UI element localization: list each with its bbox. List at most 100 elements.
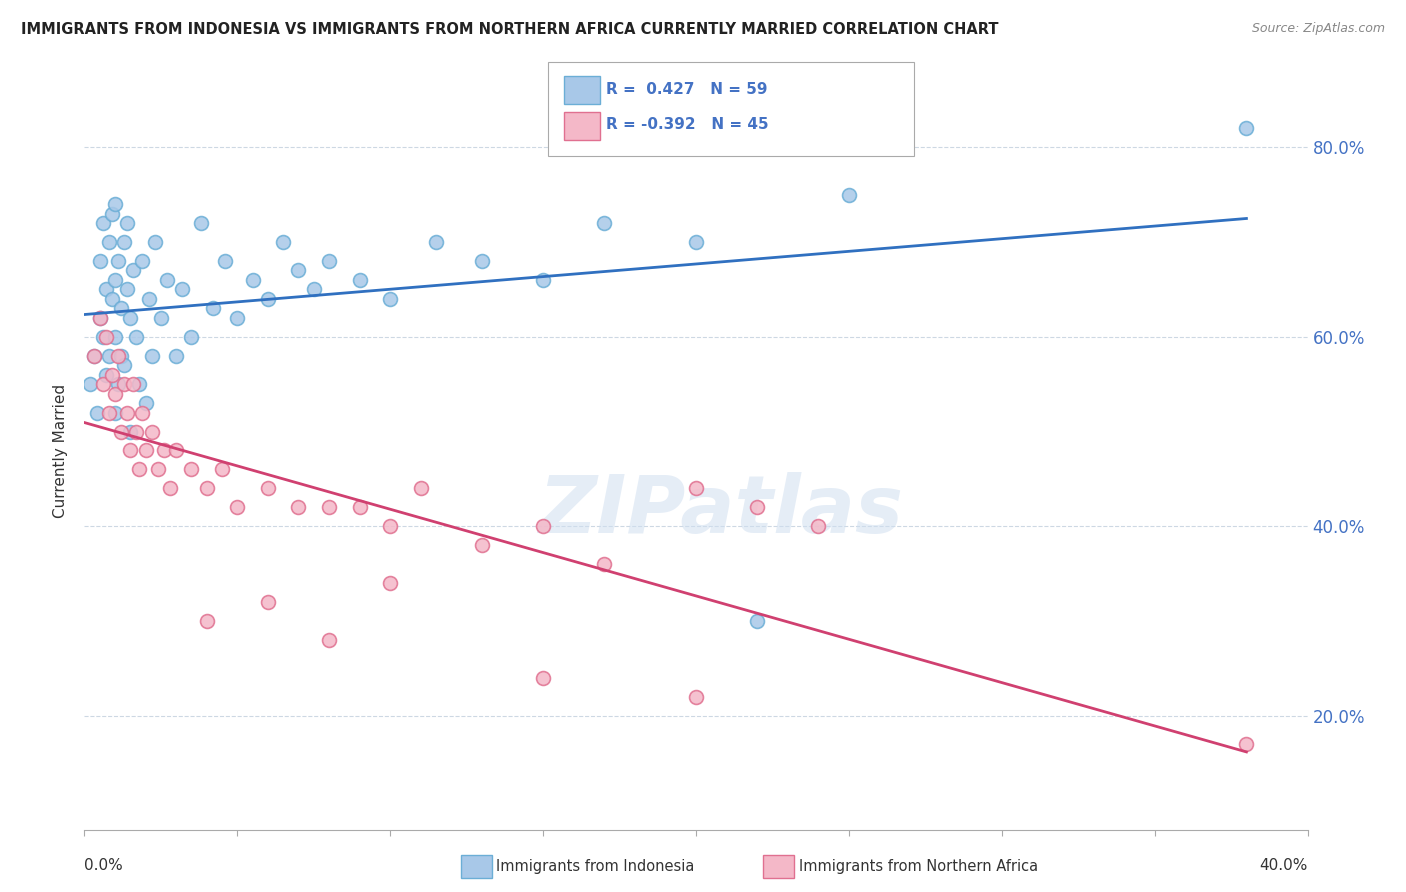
Point [128,377,150,392]
Point [110,425,132,439]
Point [143,235,166,249]
Point [115,216,138,230]
Point [318,500,340,515]
Point [83,349,105,363]
Point [349,500,371,515]
Y-axis label: Currently Married: Currently Married [53,384,69,517]
Point [120,425,142,439]
Point [1236,121,1258,136]
Point [101,206,124,220]
Point [104,197,127,211]
Point [153,443,176,458]
Point [115,405,138,420]
Point [94,368,117,382]
Point [104,386,127,401]
Point [180,330,202,344]
Point [89,310,111,325]
Point [195,614,218,628]
Point [91,377,114,392]
Point [349,273,371,287]
Point [104,330,127,344]
Point [471,538,494,552]
Point [159,482,181,496]
Point [97,349,120,363]
Point [257,482,280,496]
Point [747,500,769,515]
Point [91,330,114,344]
Point [141,349,163,363]
Point [409,482,432,496]
Point [807,519,830,533]
Point [138,292,160,306]
Point [131,254,153,268]
Point [195,482,218,496]
Point [1236,737,1258,751]
Text: IMMIGRANTS FROM INDONESIA VS IMMIGRANTS FROM NORTHERN AFRICA CURRENTLY MARRIED C: IMMIGRANTS FROM INDONESIA VS IMMIGRANTS … [21,22,998,37]
Point [110,301,132,316]
Point [107,377,129,392]
Text: Source: ZipAtlas.com: Source: ZipAtlas.com [1251,22,1385,36]
Point [94,282,117,296]
Point [318,254,340,268]
Point [112,358,135,372]
Text: Immigrants from Indonesia: Immigrants from Indonesia [496,859,695,873]
Point [135,443,157,458]
Point [89,310,111,325]
Point [172,282,194,296]
Text: R = -0.392   N = 45: R = -0.392 N = 45 [606,118,769,132]
Point [380,576,402,591]
Point [156,273,179,287]
Point [214,254,236,268]
Point [201,301,224,316]
Point [190,216,212,230]
Point [110,349,132,363]
Point [122,377,145,392]
Point [101,292,124,306]
Point [257,595,280,609]
Point [94,330,117,344]
Point [112,377,135,392]
Point [83,349,105,363]
Point [838,187,860,202]
Point [685,235,707,249]
Text: ZIPatlas: ZIPatlas [538,472,903,550]
Point [141,425,163,439]
Point [318,633,340,648]
Point [91,216,114,230]
Point [593,557,616,572]
Point [101,368,124,382]
Point [120,443,142,458]
Point [531,519,554,533]
Point [380,519,402,533]
Text: 0.0%: 0.0% [84,858,124,873]
Text: Immigrants from Northern Africa: Immigrants from Northern Africa [799,859,1038,873]
Text: 40.0%: 40.0% [1260,858,1308,873]
Point [79,377,101,392]
Point [97,235,120,249]
Point [287,500,309,515]
Point [531,671,554,685]
Point [226,500,249,515]
Point [165,443,187,458]
Point [747,614,769,628]
Point [165,349,187,363]
Point [104,273,127,287]
Point [593,216,616,230]
Point [89,254,111,268]
Point [125,425,148,439]
Point [211,462,233,476]
Point [685,690,707,704]
Point [257,292,280,306]
Point [685,482,707,496]
Point [86,405,108,420]
Point [107,349,129,363]
Point [115,282,138,296]
Point [149,310,172,325]
Point [146,462,169,476]
Point [104,405,127,420]
Point [425,235,447,249]
Point [271,235,294,249]
Point [531,273,554,287]
Point [122,263,145,277]
Point [380,292,402,306]
